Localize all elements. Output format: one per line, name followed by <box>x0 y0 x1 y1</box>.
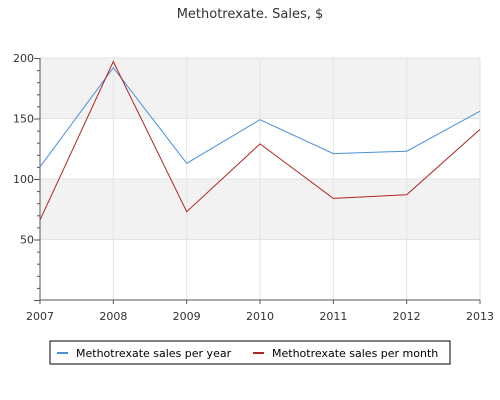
y-tick-label: 200 <box>13 52 34 65</box>
x-tick-label: 2010 <box>246 310 274 323</box>
x-tick-label: 2011 <box>319 310 347 323</box>
legend-box <box>49 340 451 365</box>
axes <box>34 58 481 304</box>
x-tick-label: 2007 <box>26 310 54 323</box>
chart-title: Methotrexate. Sales, $ <box>177 7 324 22</box>
y-tick-label: 150 <box>13 113 34 126</box>
legend-label-month: Methotrexate sales per month <box>272 347 438 360</box>
legend: Methotrexate sales per year Methotrexate… <box>49 340 451 365</box>
series-lines <box>39 60 481 221</box>
y-tick-label: 50 <box>20 234 34 247</box>
series-line-month <box>39 60 481 221</box>
grid-lines <box>39 57 481 300</box>
x-tick-label: 2009 <box>173 310 201 323</box>
series-line-year <box>39 66 481 168</box>
tick-labels: 50 100 150 200 2007 2008 2009 2010 2011 2012 2013 <box>13 52 494 323</box>
x-tick-label: 2013 <box>466 310 494 323</box>
y-tick-label: 100 <box>13 173 34 186</box>
x-tick-label: 2012 <box>393 310 421 323</box>
x-tick-label: 2008 <box>99 310 127 323</box>
legend-label-year: Methotrexate sales per year <box>76 347 232 360</box>
